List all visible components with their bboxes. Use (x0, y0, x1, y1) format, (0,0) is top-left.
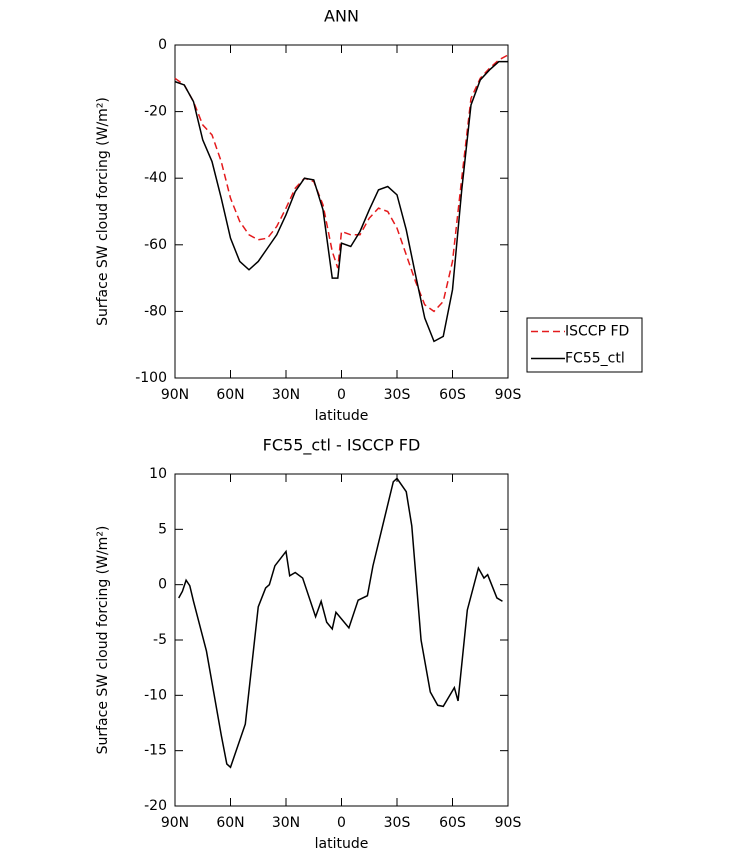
y-tick-label: -15 (144, 743, 167, 759)
x-tick-label: 60N (216, 387, 244, 403)
x-tick-label: 60S (439, 387, 466, 403)
x-tick-label: 30S (384, 387, 411, 403)
x-tick-label: 60N (216, 815, 244, 831)
x-axis-label: latitude (315, 408, 369, 424)
y-tick-label: -20 (144, 104, 167, 120)
y-tick-label: -10 (144, 687, 167, 703)
chart-title: FC55_ctl - ISCCP FD (263, 436, 421, 456)
y-tick-label: 0 (158, 577, 167, 593)
legend-box (526, 317, 643, 373)
x-axis-label: latitude (315, 836, 369, 852)
x-tick-label: 30N (272, 387, 300, 403)
data-line (174, 60, 508, 343)
y-tick-label: -60 (144, 237, 167, 253)
y-tick-label: 5 (158, 521, 167, 537)
y-tick-label: -40 (144, 170, 167, 186)
y-tick-label: -5 (153, 632, 167, 648)
data-line (178, 477, 503, 769)
y-tick-label: 0 (158, 37, 167, 53)
y-tick-label: -20 (144, 798, 167, 814)
x-tick-label: 90S (495, 815, 522, 831)
x-tick-label: 0 (337, 387, 346, 403)
x-tick-label: 30N (272, 815, 300, 831)
y-axis-label: Surface SW cloud forcing (W/m²) (95, 526, 111, 755)
y-tick-label: 10 (149, 466, 167, 482)
chart-title: ANN (324, 7, 359, 26)
y-tick-label: -80 (144, 303, 167, 319)
x-tick-label: 90S (495, 387, 522, 403)
x-tick-label: 90N (161, 387, 189, 403)
legend-label: ISCCP FD (565, 324, 629, 340)
legend-label: FC55_ctl (565, 351, 625, 367)
x-tick-label: 0 (337, 815, 346, 831)
y-axis-label: Surface SW cloud forcing (W/m²) (95, 97, 111, 326)
x-tick-label: 90N (161, 815, 189, 831)
x-tick-label: 60S (439, 815, 466, 831)
y-tick-label: -100 (135, 370, 167, 386)
data-line (174, 54, 509, 313)
x-tick-label: 30S (384, 815, 411, 831)
